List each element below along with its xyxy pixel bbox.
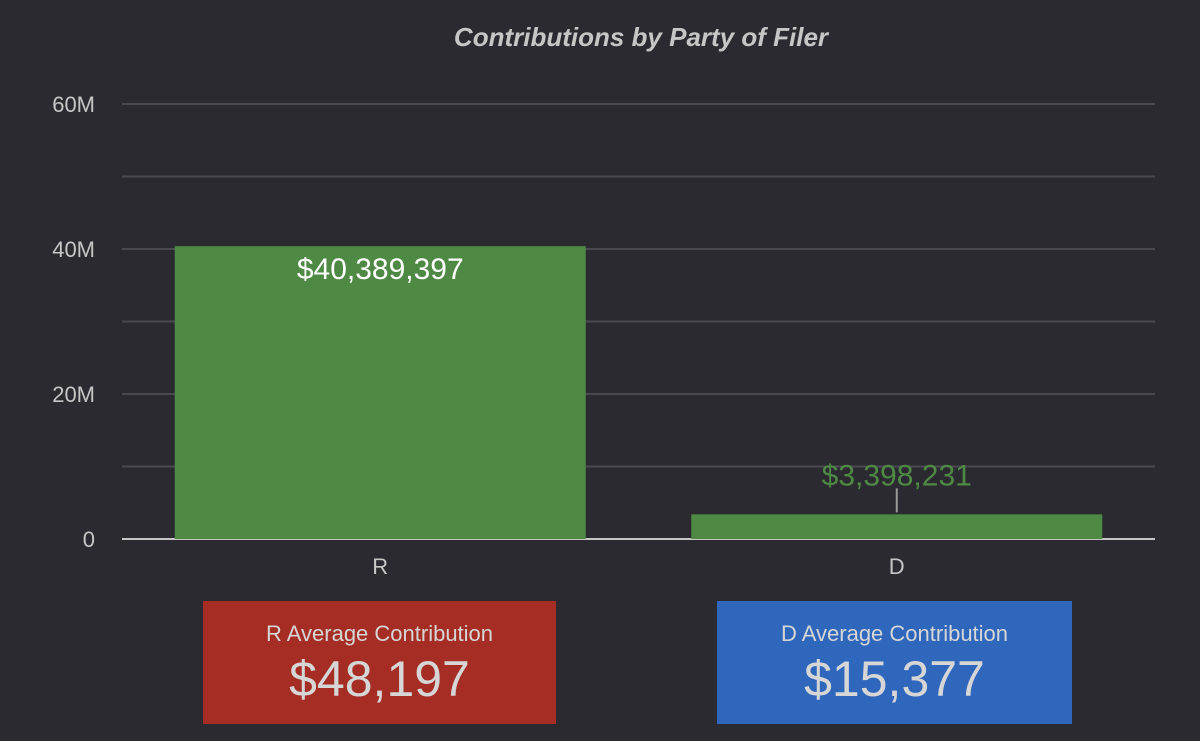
y-tick-label: 0 xyxy=(83,527,95,552)
r-average-card: R Average Contribution $48,197 xyxy=(203,601,556,724)
r-average-label: R Average Contribution xyxy=(265,621,494,646)
bar-chart: Contributions by Party of Filer 0 20M 40M 6… xyxy=(52,22,1155,579)
x-tick-label: D xyxy=(889,554,905,579)
d-average-label: D Average Contribution xyxy=(780,621,1009,646)
x-tick-label: R xyxy=(372,554,388,579)
r-average-value: $48,197 xyxy=(289,651,470,707)
data-label: $3,398,231 xyxy=(822,459,972,492)
y-tick-label: 20M xyxy=(52,382,95,407)
chart-title: Contributions by Party of Filer xyxy=(454,22,830,52)
data-label: $40,389,397 xyxy=(297,253,464,286)
bars xyxy=(174,246,1103,539)
y-tick-label: 40M xyxy=(52,237,95,262)
d-average-value: $15,377 xyxy=(804,651,985,707)
bar-d xyxy=(691,514,1103,539)
labels: 0 20M 40M 60M R $40,389,397 D $3,398,231 xyxy=(52,92,972,579)
y-tick-label: 60M xyxy=(52,92,95,117)
d-average-card: D Average Contribution $15,377 xyxy=(717,601,1072,724)
bar-r xyxy=(174,246,586,539)
